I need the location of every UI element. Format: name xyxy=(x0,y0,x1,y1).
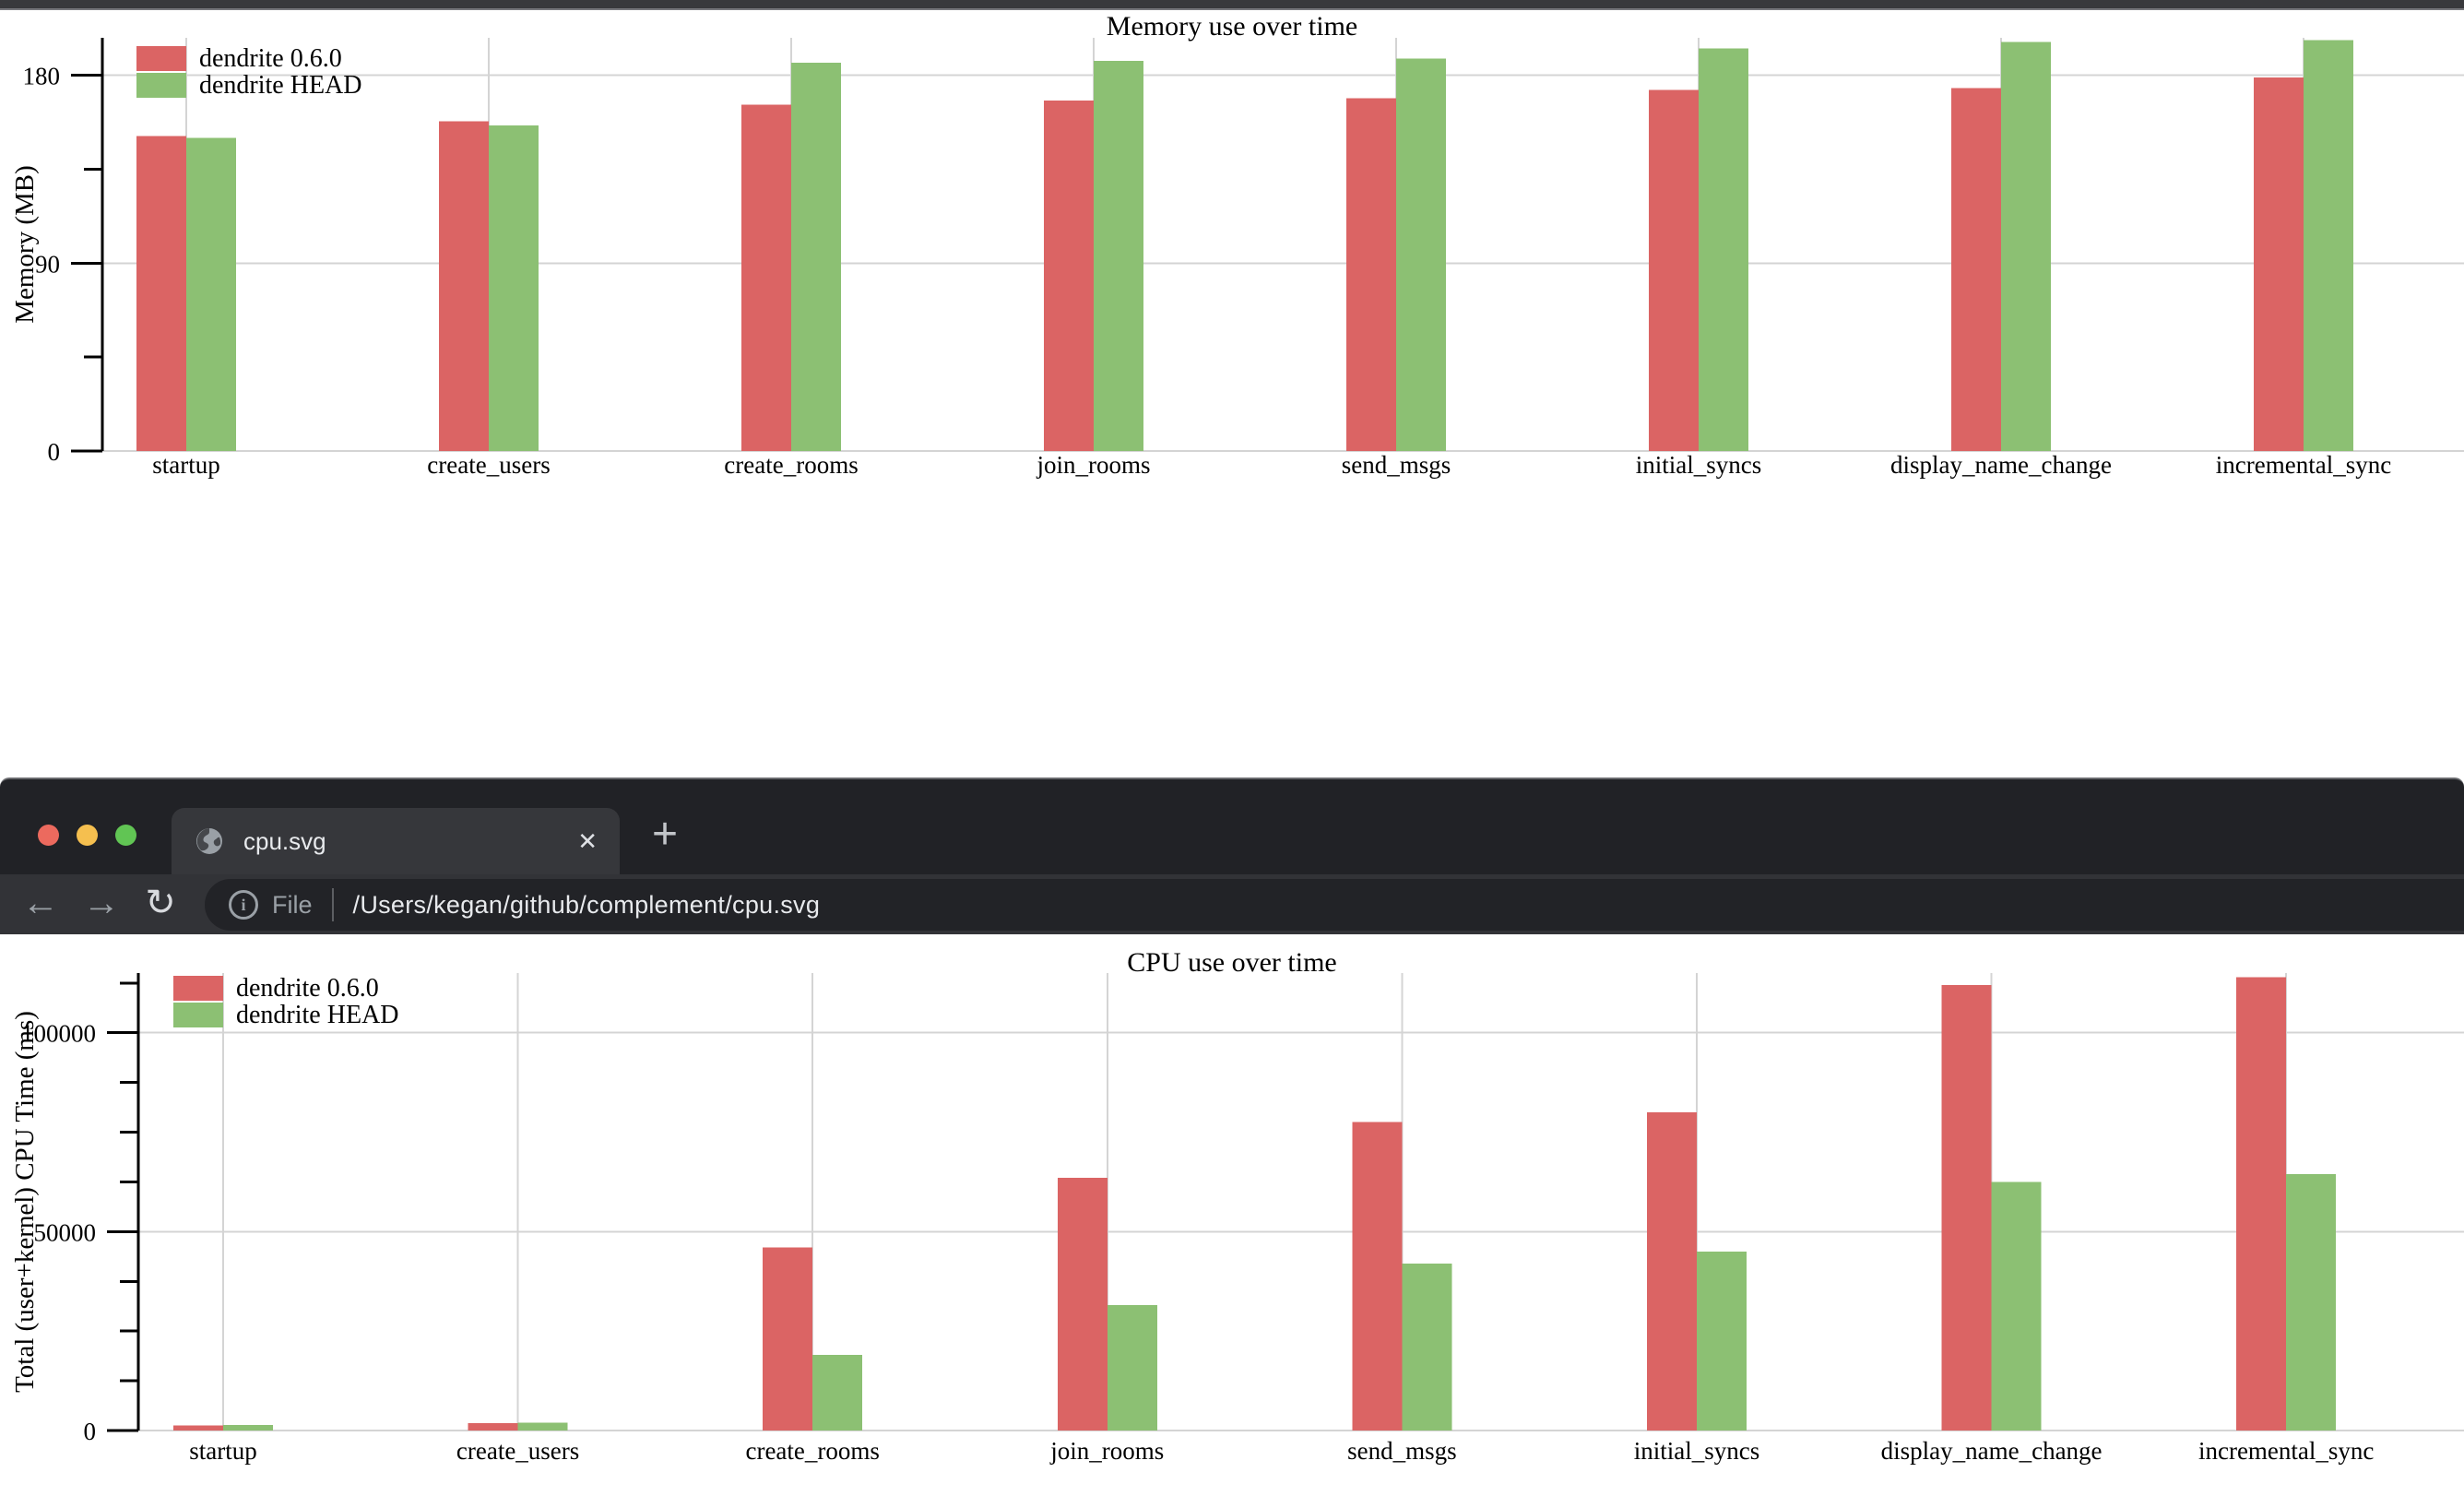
x-tick-label: incremental_sync xyxy=(2198,1437,2374,1465)
memory-chart: 0 90 180 startup create_users create_rooms joi… xyxy=(10,11,2464,479)
bar-create_rooms-old xyxy=(741,104,791,451)
bar-create_rooms-old xyxy=(763,1247,813,1431)
globe-icon xyxy=(196,828,222,854)
x-tick-label: startup xyxy=(189,1437,257,1465)
browser-window: cpu.svg ✕ + ← → ↻ i File /Users/kegan/gi… xyxy=(0,778,2464,1496)
bar-initial_syncs-head xyxy=(1699,48,1748,451)
bar-create_users-head xyxy=(517,1422,568,1431)
bar-send_msgs-head xyxy=(1396,58,1446,452)
zoom-window-button[interactable] xyxy=(115,825,136,846)
x-tick-label: incremental_sync xyxy=(2216,451,2391,479)
browser-tab[interactable]: cpu.svg ✕ xyxy=(172,808,620,874)
back-icon[interactable]: ← xyxy=(22,883,59,923)
bars xyxy=(173,977,2337,1431)
bar-create_rooms-head xyxy=(791,63,841,451)
x-tick-label: display_name_change xyxy=(1881,1437,2103,1465)
x-labels: startup create_users create_rooms join_room… xyxy=(189,1437,2374,1465)
bar-display_name_change-head xyxy=(2001,42,2051,451)
address-separator xyxy=(331,888,334,921)
info-icon[interactable]: i xyxy=(229,890,258,920)
y-tick-label: 50000 xyxy=(34,1218,97,1246)
bar-startup-head xyxy=(186,137,236,451)
bar-join_rooms-head xyxy=(1107,1305,1157,1431)
bar-send_msgs-old xyxy=(1346,98,1396,452)
bar-initial_syncs-old xyxy=(1647,1111,1697,1431)
bar-create_users-old xyxy=(439,121,489,451)
x-tick-label: display_name_change xyxy=(1890,451,2112,479)
chart-title: CPU use over time xyxy=(1127,947,1336,978)
y-tick-label: 100000 xyxy=(21,1020,96,1048)
bar-display_name_change-old xyxy=(1941,984,1992,1431)
legend-label: dendrite HEAD xyxy=(199,71,362,100)
minimize-window-button[interactable] xyxy=(77,825,98,846)
x-tick-label: initial_syncs xyxy=(1634,1437,1760,1465)
x-tick-label: create_rooms xyxy=(745,1437,879,1465)
bar-initial_syncs-head xyxy=(1697,1251,1747,1431)
y-axis-label: Total (user+kernel) CPU Time (ms) xyxy=(10,1011,40,1393)
cpu-chart: 0 50000 100000 startup create_users create_ro… xyxy=(10,947,2464,1465)
x-tick-label: startup xyxy=(152,451,220,479)
close-window-button[interactable] xyxy=(38,825,59,846)
bar-startup-old xyxy=(173,1425,223,1431)
bar-join_rooms-head xyxy=(1094,60,1143,451)
bar-incremental_sync-head xyxy=(2286,1173,2337,1431)
browser-toolbar: ← → ↻ i File /Users/kegan/github/complem… xyxy=(0,874,2464,934)
tab-title: cpu.svg xyxy=(243,826,326,855)
browser-chrome: cpu.svg ✕ + ← → ↻ i File /Users/kegan/gi… xyxy=(0,778,2464,934)
upper-window-edge xyxy=(0,0,2464,10)
new-tab-button[interactable]: + xyxy=(651,810,679,859)
bar-create_users-old xyxy=(468,1423,518,1431)
gridlines xyxy=(138,973,2464,1431)
x-tick-label: create_rooms xyxy=(724,451,858,479)
y-axis: 0 90 180 xyxy=(23,38,104,466)
chart-title: Memory use over time xyxy=(1107,11,1357,42)
bars xyxy=(136,40,2353,452)
bar-startup-old xyxy=(136,136,186,451)
bar-create_rooms-head xyxy=(812,1355,863,1431)
tab-close-icon[interactable]: ✕ xyxy=(577,827,598,855)
reload-icon[interactable]: ↻ xyxy=(145,883,176,923)
x-tick-label: join_rooms xyxy=(1036,451,1150,479)
bar-incremental_sync-old xyxy=(2254,77,2304,451)
legend-label: dendrite 0.6.0 xyxy=(236,974,379,1003)
legend-swatch xyxy=(136,46,186,71)
y-axis-label: Memory (MB) xyxy=(10,165,40,324)
legend-swatch xyxy=(173,976,223,1001)
x-tick-label: send_msgs xyxy=(1342,451,1451,479)
x-tick-label: join_rooms xyxy=(1049,1437,1164,1465)
bar-join_rooms-old xyxy=(1044,100,1094,451)
y-axis: 0 50000 100000 xyxy=(21,973,140,1445)
file-scheme-label: File xyxy=(272,890,313,919)
y-tick-label: 180 xyxy=(23,63,61,90)
bar-incremental_sync-head xyxy=(2304,40,2353,451)
bar-startup-head xyxy=(223,1424,273,1431)
x-tick-label: send_msgs xyxy=(1347,1437,1457,1465)
window-controls xyxy=(38,825,136,846)
legend-label: dendrite HEAD xyxy=(236,1001,399,1029)
x-tick-label: create_users xyxy=(456,1437,579,1465)
bar-display_name_change-head xyxy=(1991,1181,2042,1431)
bar-incremental_sync-old xyxy=(2236,977,2287,1431)
legend-swatch xyxy=(136,73,186,98)
x-labels: startup create_users create_rooms join_room… xyxy=(152,451,2391,479)
bar-send_msgs-head xyxy=(1402,1263,1452,1431)
address-bar[interactable]: i File /Users/kegan/github/complement/cp… xyxy=(205,879,2464,931)
y-tick-label: 0 xyxy=(48,438,61,466)
url-text: /Users/kegan/github/complement/cpu.svg xyxy=(352,890,821,919)
bar-display_name_change-old xyxy=(1951,88,2001,451)
x-tick-label: initial_syncs xyxy=(1636,451,1762,479)
forward-icon[interactable]: → xyxy=(83,883,120,923)
y-tick-label: 90 xyxy=(35,250,60,278)
legend-label: dendrite 0.6.0 xyxy=(199,44,342,73)
bar-send_msgs-old xyxy=(1352,1122,1403,1431)
bar-join_rooms-old xyxy=(1057,1178,1108,1431)
y-tick-label: 0 xyxy=(84,1418,97,1445)
bar-initial_syncs-old xyxy=(1649,89,1699,451)
x-tick-label: create_users xyxy=(427,451,550,479)
legend-swatch xyxy=(173,1003,223,1027)
bar-create_users-head xyxy=(489,125,539,451)
